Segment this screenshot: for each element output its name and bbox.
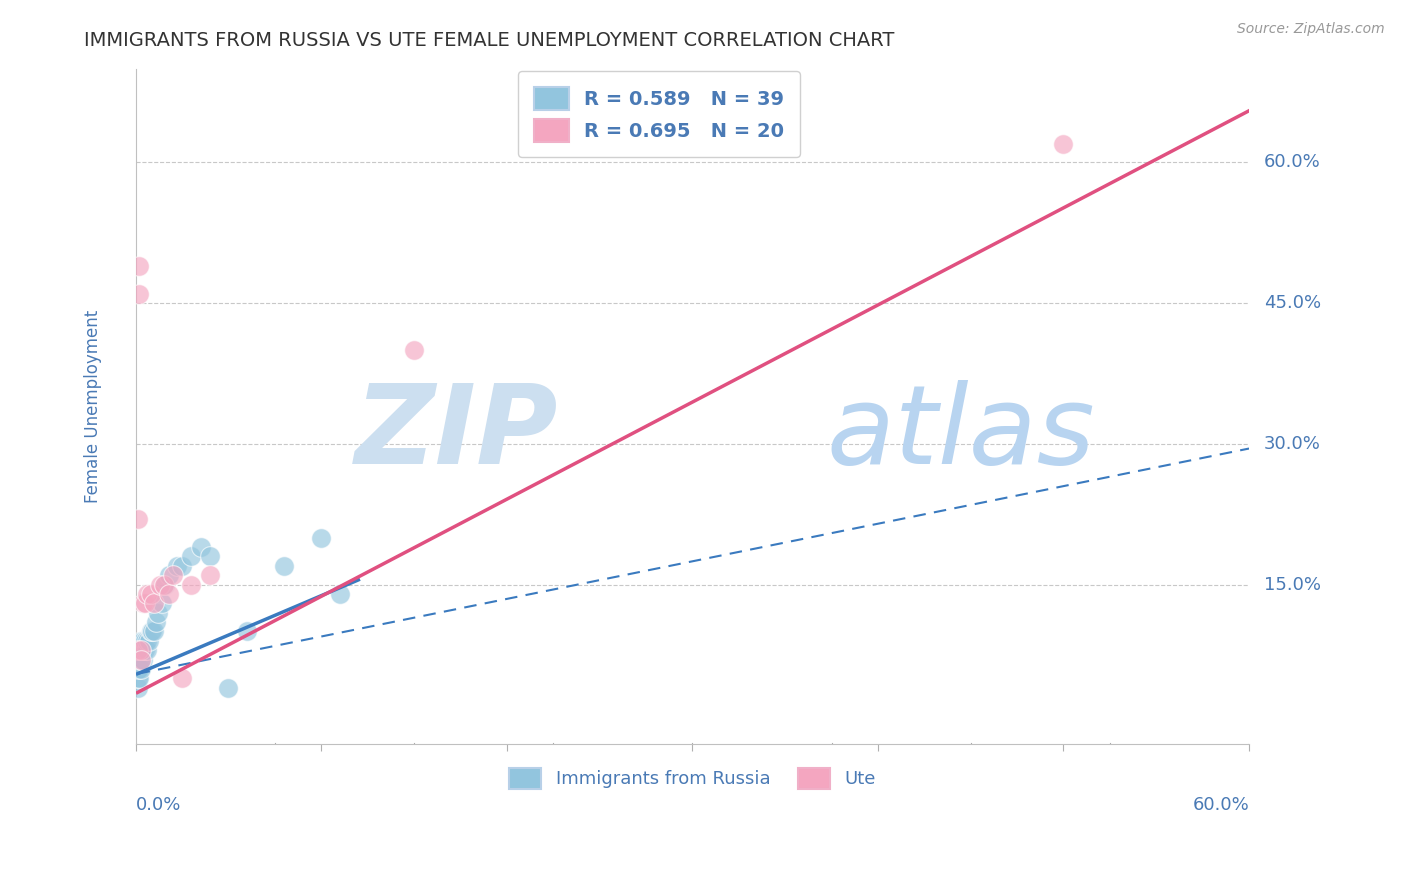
Point [198,568,221,582]
Point [128,643,150,657]
Point [309,531,332,545]
Point [132,596,155,610]
Point [138,633,160,648]
Point [146,606,169,620]
Point [128,662,150,676]
Point [129,653,152,667]
Text: atlas: atlas [825,380,1095,487]
Point [132,643,155,657]
Legend: Immigrants from Russia, Ute: Immigrants from Russia, Ute [502,761,883,796]
Point [143,596,166,610]
Point [134,643,156,657]
Point [134,633,156,648]
Point [127,643,149,657]
Point [129,643,152,657]
Point [128,259,150,273]
Point [129,633,152,648]
Point [149,577,172,591]
Point [150,596,173,610]
Point [139,624,162,639]
Point [127,512,149,526]
Point [152,577,174,591]
Point [127,662,149,676]
Text: 0.0%: 0.0% [136,796,181,814]
Text: Female Unemployment: Female Unemployment [84,310,103,503]
Point [145,615,167,629]
Point [134,596,156,610]
Point [132,633,155,648]
Point [155,577,177,591]
Point [218,681,240,695]
Point [190,540,212,554]
Text: 60.0%: 60.0% [1192,796,1249,814]
Point [127,672,149,686]
Point [166,558,188,573]
Point [157,587,180,601]
Point [129,653,152,667]
Point [135,633,157,648]
Point [180,549,202,564]
Point [143,624,166,639]
Text: 15.0%: 15.0% [1264,575,1320,593]
Point [127,653,149,667]
Point [1052,136,1074,151]
Text: 60.0%: 60.0% [1264,153,1320,171]
Point [132,653,155,667]
Point [135,643,157,657]
Point [162,568,184,582]
Point [128,653,150,667]
Point [127,681,149,695]
Text: Source: ZipAtlas.com: Source: ZipAtlas.com [1237,22,1385,37]
Point [139,587,162,601]
Point [329,587,352,601]
Point [129,662,152,676]
Point [128,286,150,301]
Point [128,672,150,686]
Text: ZIP: ZIP [356,380,558,487]
Point [180,577,202,591]
Point [129,643,152,657]
Point [135,587,157,601]
Point [172,558,194,573]
Text: IMMIGRANTS FROM RUSSIA VS UTE FEMALE UNEMPLOYMENT CORRELATION CHART: IMMIGRANTS FROM RUSSIA VS UTE FEMALE UNE… [84,31,894,50]
Point [172,672,194,686]
Text: 45.0%: 45.0% [1264,294,1322,312]
Point [198,549,221,564]
Point [236,624,259,639]
Point [402,343,425,357]
Point [128,653,150,667]
Point [273,558,295,573]
Point [157,568,180,582]
Point [141,624,163,639]
Text: 30.0%: 30.0% [1264,434,1320,453]
